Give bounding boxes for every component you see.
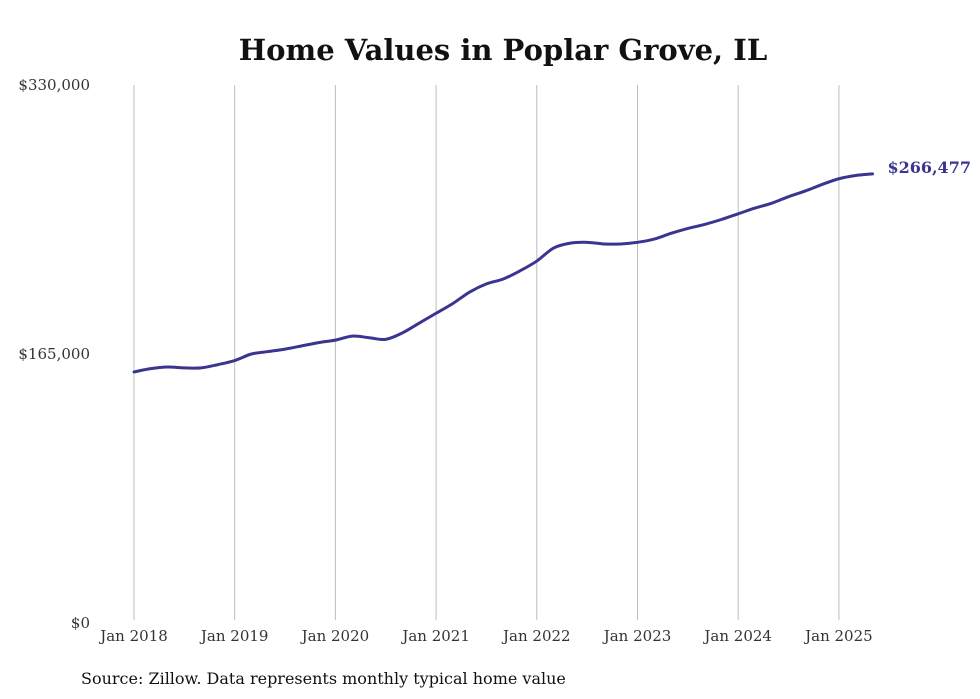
x-tick-label: Jan 2019 [199,627,269,645]
y-axis: $0 $165,000 $330,000 [18,76,90,632]
y-tick-label: $0 [71,614,90,632]
x-axis: Jan 2018 Jan 2019 Jan 2020 Jan 2021 Jan 2022… [98,627,872,645]
y-tick-label: $165,000 [18,345,90,363]
source-note: Source: Zillow. Data represents monthly … [81,669,566,688]
x-tick-label: Jan 2020 [300,627,370,645]
x-tick-label: Jan 2025 [803,627,873,645]
end-value-label: $266,477 [887,158,971,177]
x-tick-label: Jan 2018 [98,627,168,645]
x-tick-label: Jan 2024 [702,627,772,645]
series-line [132,172,874,374]
grid [133,85,840,620]
x-tick-label: Jan 2022 [501,627,571,645]
y-tick-label: $330,000 [18,76,90,94]
x-tick-label: Jan 2021 [400,627,470,645]
x-tick-label: Jan 2023 [602,627,672,645]
chart-title: Home Values in Poplar Grove, IL [239,33,767,67]
